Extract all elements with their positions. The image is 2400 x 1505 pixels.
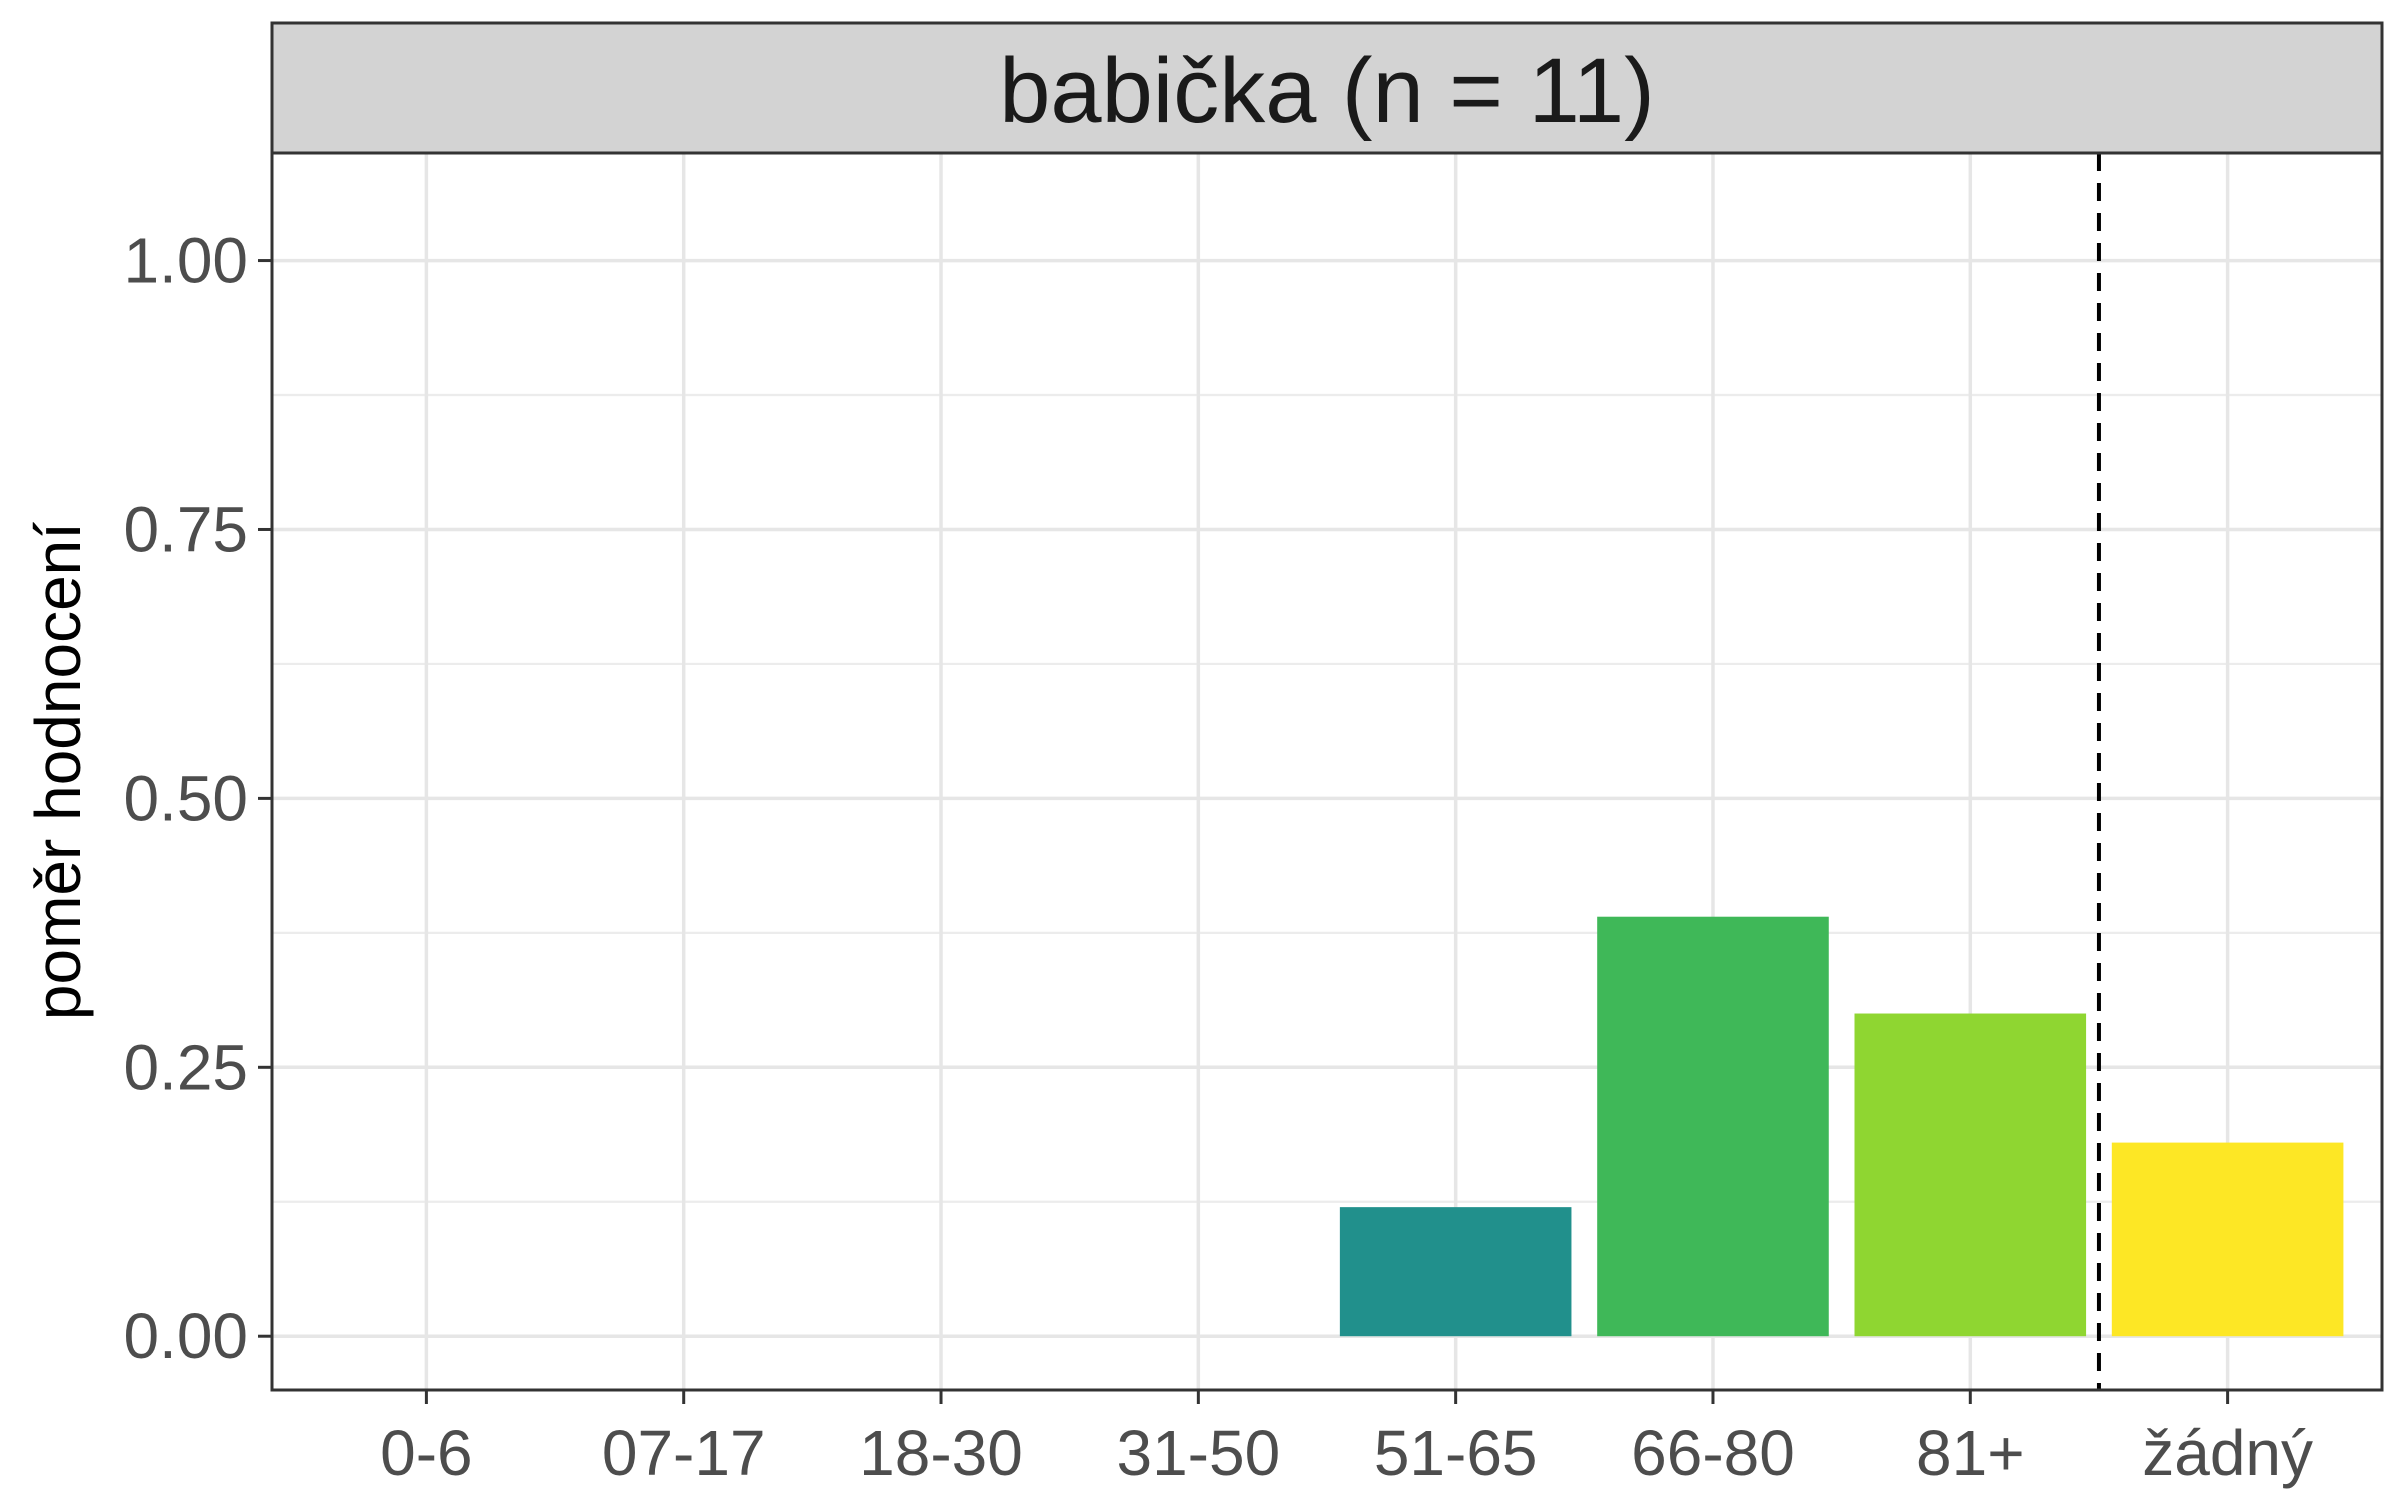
y-axis-ticks: 0.00 0.25 0.50 0.75 1.00 <box>123 225 272 1372</box>
bar-51-65 <box>1339 1207 1572 1337</box>
x-tick-label: 31-50 <box>1116 1417 1280 1489</box>
x-tick-label: 51-65 <box>1374 1417 1538 1489</box>
x-tick-label: 07-17 <box>602 1417 766 1489</box>
x-tick-label: 0-6 <box>380 1417 473 1489</box>
y-tick-label: 1.00 <box>123 225 248 297</box>
bars <box>1339 916 2344 1337</box>
y-tick-label: 0.50 <box>123 762 248 834</box>
bar-žádný <box>2111 1142 2344 1337</box>
x-tick-label: 81+ <box>1916 1417 2025 1489</box>
y-tick-label: 0.75 <box>123 493 248 565</box>
x-axis-ticks: 0-6 07-17 18-30 31-50 51-65 66-80 81+ žádný <box>380 1390 2313 1489</box>
facet-title: babička (n = 11) <box>999 40 1654 142</box>
facet-strip <box>272 23 2382 153</box>
bar-81+ <box>1854 1013 2087 1337</box>
y-tick-label: 0.00 <box>123 1300 248 1372</box>
panel-border <box>270 21 2384 1392</box>
x-tick-label: 18-30 <box>859 1417 1023 1489</box>
x-tick-label: 66-80 <box>1631 1417 1795 1489</box>
bar-66-80 <box>1597 916 1829 1337</box>
y-tick-label: 0.25 <box>123 1031 248 1103</box>
y-axis-title: poměr hodnocení <box>22 522 94 1020</box>
x-tick-label: žádný <box>2142 1417 2313 1489</box>
